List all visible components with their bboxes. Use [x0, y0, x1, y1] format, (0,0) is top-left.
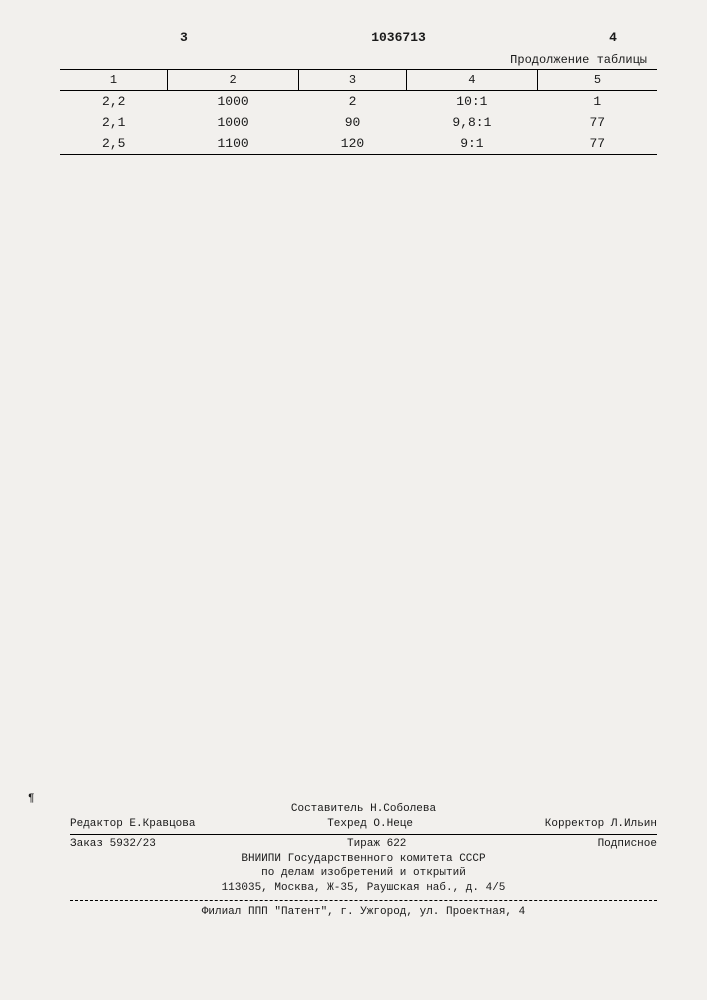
table-cell: 1000	[167, 91, 298, 113]
colophon-editor: Редактор Е.Кравцова	[70, 817, 195, 832]
colophon-order: Заказ 5932/23	[70, 837, 156, 852]
document-page: 3 1036713 4 Продолжение таблицы 12345 2,…	[0, 0, 707, 1000]
colophon-order-row: Заказ 5932/23 Тираж 622 Подписное	[70, 837, 657, 852]
header-doc-number: 1036713	[371, 30, 426, 45]
table-cell: 1	[538, 91, 657, 113]
table-cell: 2	[299, 91, 406, 113]
page-header: 3 1036713 4	[180, 30, 617, 45]
colophon-corrector: Корректор Л.Ильин	[545, 817, 657, 832]
table-cell: 2,1	[60, 112, 167, 133]
colophon-org3: 113035, Москва, Ж-35, Раушская наб., д. …	[70, 881, 657, 896]
table-col-header: 3	[299, 70, 406, 91]
table-col-header: 1	[60, 70, 167, 91]
table-body: 2,21000210:112,11000909,8:1772,511001209…	[60, 91, 657, 155]
table-cell: 90	[299, 112, 406, 133]
table-cell: 1000	[167, 112, 298, 133]
table-col-header: 5	[538, 70, 657, 91]
colophon-org1: ВНИИПИ Государственного комитета СССР	[70, 852, 657, 867]
margin-mark: ¶	[28, 793, 35, 805]
table-cell: 9,8:1	[406, 112, 537, 133]
table-cell: 77	[538, 133, 657, 155]
colophon-printer: Филиал ППП "Патент", г. Ужгород, ул. Про…	[70, 905, 657, 920]
colophon-org2: по делам изобретений и открытий	[70, 866, 657, 881]
table-cell: 10:1	[406, 91, 537, 113]
colophon-techred: Техред О.Неце	[327, 817, 413, 832]
colophon-subscription: Подписное	[598, 837, 657, 852]
table-row: 2,21000210:11	[60, 91, 657, 113]
table-caption: Продолжение таблицы	[60, 53, 647, 67]
table-row: 2,11000909,8:177	[60, 112, 657, 133]
table-header-row: 12345	[60, 70, 657, 91]
table-col-header: 4	[406, 70, 537, 91]
table-row: 2,511001209:177	[60, 133, 657, 155]
colophon-tirazh: Тираж 622	[347, 837, 406, 852]
colophon: Составитель Н.Соболева Редактор Е.Кравцо…	[70, 802, 657, 920]
table-col-header: 2	[167, 70, 298, 91]
table-cell: 9:1	[406, 133, 537, 155]
table-cell: 1100	[167, 133, 298, 155]
divider-solid	[70, 834, 657, 835]
colophon-compiler: Составитель Н.Соболева	[70, 802, 657, 817]
data-table: 12345 2,21000210:112,11000909,8:1772,511…	[60, 69, 657, 155]
colophon-credits-row: Редактор Е.Кравцова Техред О.Неце Коррек…	[70, 817, 657, 832]
header-right-number: 4	[609, 30, 617, 45]
header-left-number: 3	[180, 30, 188, 45]
table-cell: 2,2	[60, 91, 167, 113]
table-cell: 77	[538, 112, 657, 133]
divider-dashed	[70, 900, 657, 901]
table-cell: 120	[299, 133, 406, 155]
table-cell: 2,5	[60, 133, 167, 155]
